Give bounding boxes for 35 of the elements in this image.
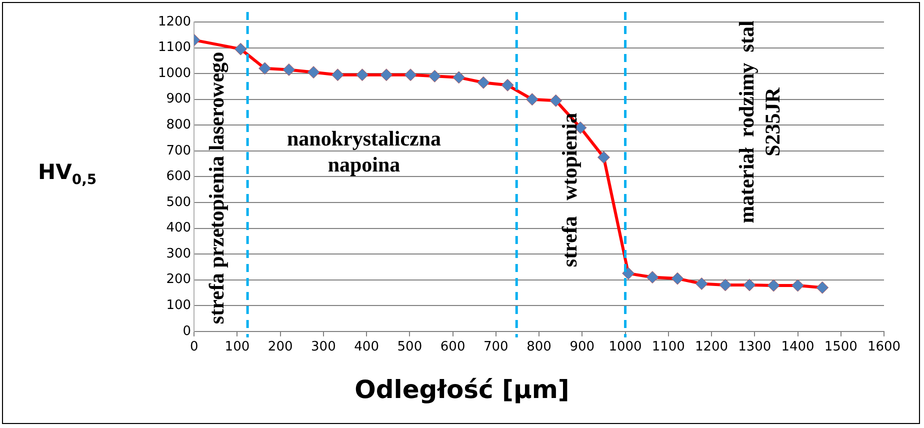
- y-tick-label: 600: [166, 169, 192, 184]
- annotation: strefa wtopienia: [557, 112, 582, 268]
- x-tick-label: 200: [268, 340, 293, 355]
- x-axis-title: Odległość [μm]: [354, 375, 570, 404]
- y-tick-label: 800: [166, 118, 192, 133]
- y-tick-label: 0: [182, 324, 192, 339]
- y-tick-label: 1000: [158, 66, 192, 81]
- y-tick-label: 700: [166, 143, 192, 158]
- y-tick-label: 1200: [158, 14, 192, 30]
- x-tick-label: 500: [397, 340, 422, 355]
- y-tick-label: 200: [166, 272, 192, 288]
- annotation: materiał rodzimy stal S235JR: [734, 20, 784, 224]
- y-tick-label: 900: [166, 92, 192, 107]
- x-tick-label: 300: [311, 340, 336, 355]
- y-tick-label: 500: [166, 194, 192, 210]
- annotation: nanokrystaliczna napoina: [286, 126, 442, 176]
- x-tick-label: 1400: [781, 340, 814, 355]
- y-axis-title: HV$_{0,5}$: [38, 160, 97, 188]
- x-tick-label: 1500: [824, 340, 858, 355]
- x-tick-label: 1100: [652, 340, 685, 355]
- x-tick-label: 400: [354, 340, 379, 355]
- x-tick-label: 1600: [867, 340, 901, 355]
- x-tick-label: 1200: [694, 340, 728, 355]
- x-tick-label: 1000: [608, 340, 642, 355]
- y-tick-label: 300: [166, 246, 192, 262]
- x-tick-label: 900: [570, 340, 595, 355]
- annotation: strefa przetopienia laserowego: [204, 52, 228, 324]
- x-tick-label: 600: [440, 340, 466, 355]
- x-tick-label: 100: [224, 340, 250, 355]
- x-tick-label: 700: [484, 340, 508, 355]
- y-tick-label: 1100: [158, 40, 192, 56]
- x-tick-label: 1300: [738, 340, 772, 355]
- y-tick-label: 400: [166, 220, 192, 236]
- x-tick-label: 800: [526, 340, 552, 355]
- y-tick-label: 100: [166, 298, 192, 313]
